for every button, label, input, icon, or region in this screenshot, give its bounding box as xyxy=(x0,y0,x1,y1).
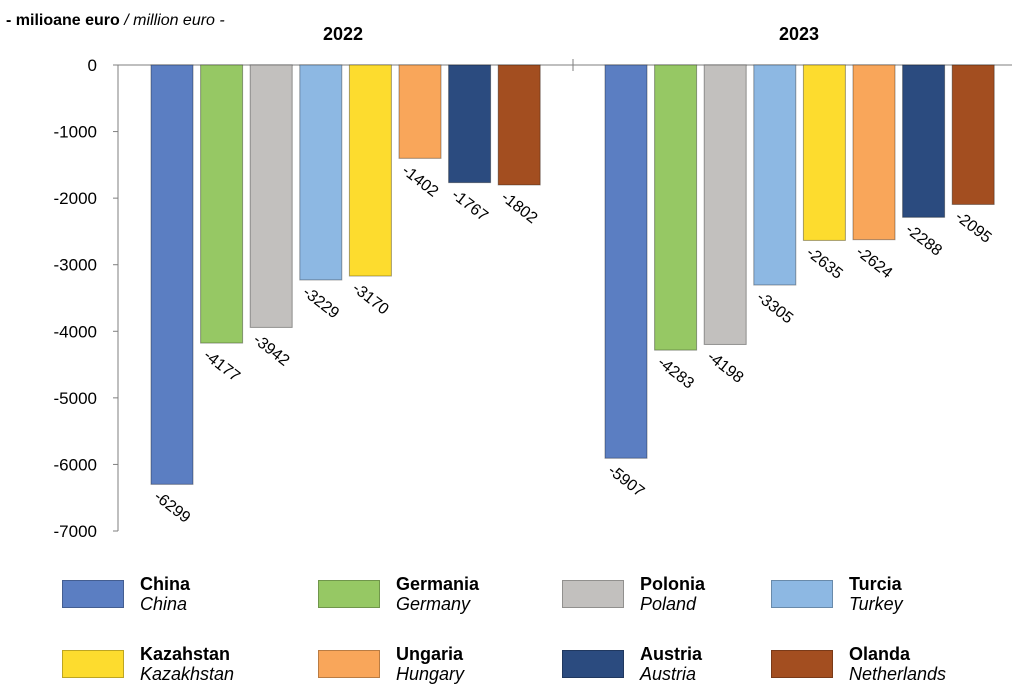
data-label: -3229 xyxy=(299,284,342,323)
legend-label-en: Germany xyxy=(396,594,471,614)
legend: China China Germania Germany Polonia Poland Tu… xyxy=(0,574,1016,687)
bar xyxy=(951,64,995,205)
bars xyxy=(150,64,995,485)
legend-label-en: Poland xyxy=(640,594,697,614)
legend-swatch xyxy=(562,580,624,608)
legend-text: Germania Germany xyxy=(396,574,479,614)
bar xyxy=(654,64,698,351)
legend-label-ro: China xyxy=(140,574,191,594)
legend-text: Olanda Netherlands xyxy=(849,644,946,684)
legend-swatch xyxy=(318,580,380,608)
legend-label-ro: Kazahstan xyxy=(140,644,231,664)
y-tick-label: 0 xyxy=(88,56,97,75)
bar xyxy=(398,64,442,159)
legend-swatch xyxy=(62,580,124,608)
legend-text: Ungaria Hungary xyxy=(396,644,464,684)
group-label: 2023 xyxy=(779,24,819,44)
bar xyxy=(249,64,293,328)
y-tick-label: -7000 xyxy=(54,522,97,541)
legend-text: Kazahstan Kazakhstan xyxy=(140,644,234,684)
unit-label-ro: - milioane euro xyxy=(6,12,120,29)
legend-swatch xyxy=(771,580,833,608)
legend-label-ro: Polonia xyxy=(640,574,706,594)
legend-text: China China xyxy=(140,574,190,614)
legend-swatch xyxy=(562,650,624,678)
data-label: -4283 xyxy=(654,354,697,393)
data-label: -4177 xyxy=(200,347,243,386)
data-label: -3170 xyxy=(349,280,392,319)
legend-item: Kazahstan Kazakhstan xyxy=(62,644,234,684)
legend-swatch xyxy=(771,650,833,678)
bar xyxy=(299,64,343,281)
bar-chart: 0 -1000 -2000 -3000 -4000 -5000 -6000 -7000 2022… xyxy=(54,24,1012,541)
unit-label-en: / million euro - xyxy=(124,12,225,29)
legend-item: Olanda Netherlands xyxy=(771,644,946,684)
data-label: -1402 xyxy=(399,162,442,201)
data-label: -3305 xyxy=(753,289,796,328)
legend-item: Polonia Poland xyxy=(562,574,705,614)
data-label: -3942 xyxy=(250,331,293,370)
y-tick-label: -6000 xyxy=(54,455,97,474)
group-label: 2022 xyxy=(323,24,363,44)
legend-item: Turcia Turkey xyxy=(771,574,903,614)
data-label: -6299 xyxy=(151,488,194,527)
legend-label-en: Turkey xyxy=(849,594,903,614)
legend-label-ro: Olanda xyxy=(849,644,911,664)
data-label: -1802 xyxy=(498,189,541,228)
data-label: -1767 xyxy=(448,186,491,225)
bar xyxy=(604,64,648,459)
bar xyxy=(802,64,846,241)
data-label: -2635 xyxy=(803,244,846,283)
y-tick-label: -1000 xyxy=(54,123,97,142)
bar xyxy=(852,64,896,241)
data-label: -4198 xyxy=(704,348,747,387)
unit-label: - milioane euro / million euro - xyxy=(6,12,225,30)
data-label: -2624 xyxy=(853,243,896,282)
y-tick-label: -2000 xyxy=(54,189,97,208)
legend-label-ro: Ungaria xyxy=(396,644,464,664)
bar xyxy=(200,64,244,344)
legend-label-ro: Germania xyxy=(396,574,480,594)
legend-label-en: Hungary xyxy=(396,664,465,684)
legend-label-ro: Turcia xyxy=(849,574,902,594)
legend-label-en: Netherlands xyxy=(849,664,947,684)
data-label: -2095 xyxy=(952,208,995,247)
y-tick-label: -3000 xyxy=(54,256,97,275)
legend-item: Germania Germany xyxy=(318,574,479,614)
legend-label-en: China xyxy=(140,594,188,614)
bar xyxy=(348,64,392,277)
legend-item: Austria Austria xyxy=(562,644,702,684)
legend-label-en: Austria xyxy=(640,664,697,684)
legend-swatch xyxy=(318,650,380,678)
legend-swatch xyxy=(62,650,124,678)
bar xyxy=(753,64,797,286)
y-tick-label: -5000 xyxy=(54,389,97,408)
legend-item: Ungaria Hungary xyxy=(318,644,464,684)
bar xyxy=(448,64,492,184)
bar xyxy=(902,64,946,218)
legend-item: China China xyxy=(62,574,190,614)
legend-text: Austria Austria xyxy=(640,644,702,684)
legend-text: Turcia Turkey xyxy=(849,574,903,614)
y-tick-label: -4000 xyxy=(54,322,97,341)
legend-label-en: Kazakhstan xyxy=(140,664,235,684)
legend-text: Polonia Poland xyxy=(640,574,705,614)
bar xyxy=(703,64,747,345)
bar xyxy=(150,64,194,485)
bar xyxy=(497,64,541,186)
data-label: -2288 xyxy=(902,221,945,260)
legend-label-ro: Austria xyxy=(640,644,703,664)
data-label: -5907 xyxy=(605,462,648,501)
